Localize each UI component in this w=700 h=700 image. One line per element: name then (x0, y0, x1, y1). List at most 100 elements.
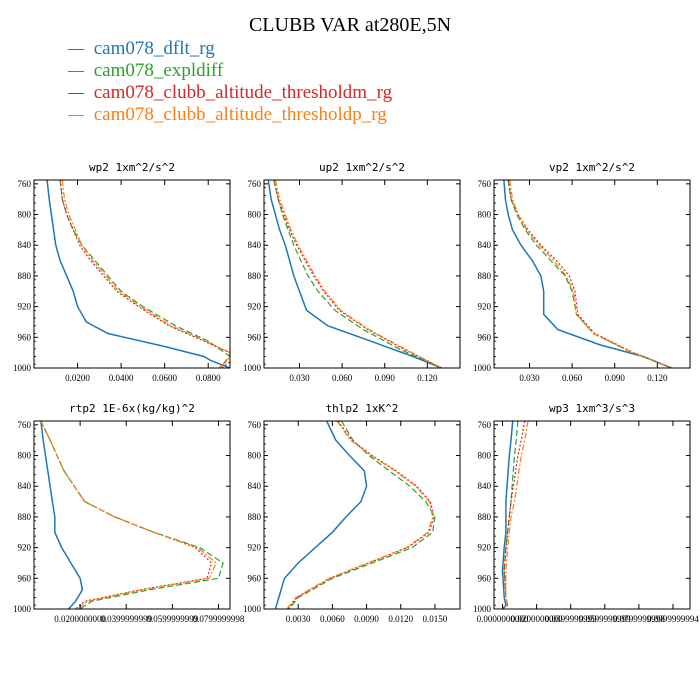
y-tick-label: 880 (478, 271, 492, 281)
x-tick-label: 0.0799999998 (193, 614, 245, 624)
panel-title: wp3 1xm^3/s^3 (549, 402, 635, 415)
plot-frame (493, 179, 691, 369)
y-tick-label: 840 (478, 481, 492, 491)
legend-label-thresholdp: cam078_clubb_altitude_thresholdp_rg (93, 104, 387, 125)
y-tick-label: 760 (478, 420, 492, 430)
panel-4: rtp2 1E-6x(kg/kg)^2 760 800 840 880 920 960 100… (13, 402, 245, 624)
y-tick-label: 960 (18, 573, 32, 583)
y-tick-label: 920 (18, 302, 32, 312)
x-tick-label: 0.090 (375, 373, 396, 383)
x-tick-label: 0.0030 (286, 614, 311, 624)
legend-label-dflt: cam078_dflt_rg (93, 38, 215, 59)
plot-frame (493, 420, 691, 610)
x-tick-label: 0.060 (332, 373, 353, 383)
legend: cam078_dflt_rg cam078_expldiff cam078_cl… (68, 38, 392, 126)
series-line (502, 421, 526, 609)
panel-title: up2 1xm^2/s^2 (319, 161, 405, 174)
y-tick-label: 880 (478, 512, 492, 522)
legend-swatch-thresholdp (68, 115, 84, 117)
panel-3: vp2 1xm^2/s^2 760 800 840 880 920 960 1000 0.030… (473, 161, 691, 383)
plot-frame (263, 179, 461, 369)
plot-frame (263, 420, 461, 610)
x-tick-label: 0.0060 (320, 614, 345, 624)
series-line (507, 180, 672, 368)
y-tick-label: 960 (478, 332, 492, 342)
y-tick-label: 920 (478, 302, 492, 312)
y-tick-label: 880 (248, 512, 262, 522)
series-line (40, 421, 213, 609)
panel-1: wp2 1xm^2/s^2 760 800 840 880 920 960 1000 0.020… (13, 161, 231, 383)
panel-title: rtp2 1E-6x(kg/kg)^2 (69, 402, 195, 415)
y-tick-label: 960 (478, 573, 492, 583)
y-tick-label: 880 (18, 271, 32, 281)
series-line (267, 180, 442, 368)
series-line (274, 180, 442, 368)
panel-5: thlp2 1xK^2 760 800 840 880 920 960 1000 0.0030 0… (243, 402, 461, 624)
y-tick-label: 800 (248, 210, 262, 220)
panel-title: wp2 1xm^2/s^2 (89, 161, 175, 174)
x-tick-label: 0.0200 (65, 373, 90, 383)
series-line (287, 421, 435, 609)
legend-swatch-thresholdm (68, 93, 84, 95)
y-tick-label: 800 (478, 210, 492, 220)
panel-title: thlp2 1xK^2 (326, 402, 399, 415)
y-tick-label: 760 (248, 420, 262, 430)
x-tick-label: 0.0399999999 (100, 614, 152, 624)
y-tick-label: 800 (478, 451, 492, 461)
y-tick-label: 840 (18, 240, 32, 250)
legend-entry-dflt: cam078_dflt_rg (68, 38, 392, 60)
series-line (503, 180, 672, 368)
y-tick-label: 840 (248, 481, 262, 491)
x-tick-label: 0.0200000000 (54, 614, 106, 624)
x-tick-label: 0.0399999999 (545, 614, 597, 624)
x-tick-label: 0.120 (647, 373, 668, 383)
series-line (507, 180, 672, 368)
y-tick-label: 920 (248, 543, 262, 553)
x-tick-label: 0.0400 (109, 373, 134, 383)
y-tick-label: 920 (478, 543, 492, 553)
x-tick-label: 0.0150 (423, 614, 448, 624)
legend-swatch-expldiff (68, 71, 84, 73)
y-tick-label: 840 (18, 481, 32, 491)
y-tick-label: 1000 (13, 363, 32, 373)
x-tick-label: 0.0999999994 (647, 614, 699, 624)
series-line (273, 180, 442, 368)
legend-label-expldiff: cam078_expldiff (93, 60, 224, 81)
x-tick-label: 0.030 (289, 373, 310, 383)
legend-entry-thresholdp: cam078_clubb_altitude_thresholdp_rg (68, 104, 392, 126)
panel-2: up2 1xm^2/s^2 760 800 840 880 920 960 1000 0.030… (243, 161, 461, 383)
y-tick-label: 1000 (473, 604, 492, 614)
x-tick-label: 0.0599999999 (146, 614, 198, 624)
y-tick-label: 800 (248, 451, 262, 461)
y-tick-label: 760 (18, 420, 32, 430)
series-line (501, 421, 514, 609)
y-tick-label: 920 (18, 543, 32, 553)
x-tick-label: 0.0799999998 (613, 614, 665, 624)
y-tick-label: 840 (478, 240, 492, 250)
plot-frame (33, 420, 231, 610)
legend-entry-expldiff: cam078_expldiff (68, 60, 392, 82)
figure-title: CLUBB VAR at280E,5N (248, 14, 452, 36)
series-line (286, 421, 434, 609)
y-tick-label: 880 (248, 271, 262, 281)
series-line (509, 180, 672, 368)
series-line (40, 421, 217, 609)
y-tick-label: 1000 (473, 363, 492, 373)
series-line (40, 421, 84, 609)
series-line (502, 421, 529, 609)
x-tick-label: 0.120 (417, 373, 438, 383)
y-tick-label: 880 (18, 512, 32, 522)
legend-label-thresholdm: cam078_clubb_altitude_thresholdm_rg (93, 82, 393, 103)
y-tick-label: 760 (248, 179, 262, 189)
y-tick-label: 920 (248, 302, 262, 312)
y-tick-label: 760 (18, 179, 32, 189)
x-tick-label: 0.0800 (196, 373, 221, 383)
legend-entry-thresholdm: cam078_clubb_altitude_thresholdm_rg (68, 82, 392, 104)
x-tick-label: 0.030 (519, 373, 540, 383)
y-tick-label: 1000 (13, 604, 32, 614)
y-tick-label: 1000 (243, 604, 262, 614)
series-line (273, 180, 442, 368)
x-tick-label: 0.060 (562, 373, 583, 383)
series-line (59, 180, 230, 368)
